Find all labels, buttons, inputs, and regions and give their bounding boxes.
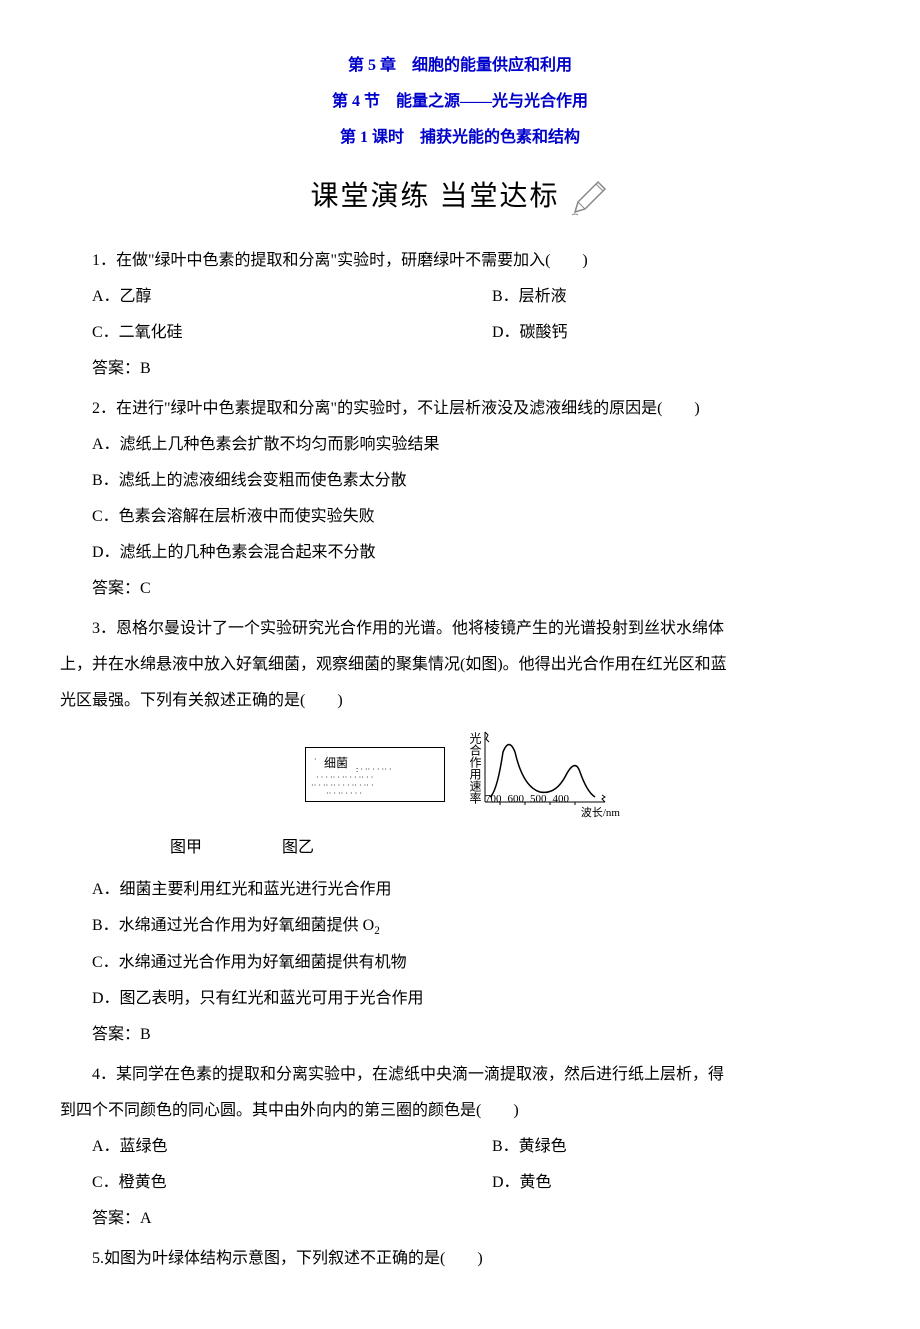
question-3-text-line-2: 上，并在水绵悬液中放入好氧细菌，观察细菌的聚集情况(如图)。他得出光合作用在红光… (60, 649, 860, 681)
option-1d: D．碳酸钙 (460, 317, 860, 349)
question-4-options-row-1: A．蓝绿色 B．黄绿色 (60, 1131, 860, 1163)
option-3d: D．图乙表明，只有红光和蓝光可用于光合作用 (60, 983, 860, 1015)
option-1c: C．二氧化硅 (60, 317, 460, 349)
bacteria-diagram: 细菌 · : · ·· · · ·· · · · · ·· · ·· · · ·… (305, 747, 445, 802)
option-2b: B．滤纸上的滤液细线会变粗而使色素太分散 (60, 465, 860, 497)
spectrum-chart: 光合作用速率 700 600 500 400 波长/nm (465, 727, 615, 822)
question-3-text-line-3: 光区最强。下列有关叙述正确的是( ) (60, 685, 860, 717)
bacteria-label: 细菌 (324, 751, 348, 775)
section-title: 第 4 节 能量之源——光与光合作用 (60, 86, 860, 118)
figure-captions: 图甲 图乙 (60, 832, 860, 864)
question-3-answer: 答案：B (60, 1019, 860, 1051)
question-5-text: 5.如图为叶绿体结构示意图，下列叙述不正确的是( ) (60, 1243, 860, 1275)
figure-left: 细菌 · : · ·· · · ·· · · · · ·· · ·· · · ·… (305, 747, 445, 802)
figure-caption-left: 图甲 (170, 832, 202, 864)
question-1-options-row-2: C．二氧化硅 D．碳酸钙 (60, 317, 860, 349)
option-2d: D．滤纸上的几种色素会混合起来不分散 (60, 537, 860, 569)
x-axis-label: 波长/nm (581, 802, 620, 824)
option-3b: B．水绵通过光合作用为好氧细菌提供 O2 (60, 910, 860, 943)
figure-right: 光合作用速率 700 600 500 400 波长/nm (465, 727, 615, 822)
banner: 课堂演练 当堂达标 (60, 169, 860, 225)
question-1-options-row-1: A．乙醇 B．层析液 (60, 281, 860, 313)
x-axis-ticks: 700 600 500 400 (485, 788, 569, 810)
lesson-title: 第 1 课时 捕获光能的色素和结构 (60, 122, 860, 154)
option-3a: A．细菌主要利用红光和蓝光进行光合作用 (60, 874, 860, 906)
question-1-text: 1．在做"绿叶中色素的提取和分离"实验时，研磨绿叶不需要加入( ) (60, 245, 860, 277)
option-4d: D．黄色 (460, 1167, 860, 1199)
document-header: 第 5 章 细胞的能量供应和利用 第 4 节 能量之源——光与光合作用 第 1 … (60, 50, 860, 154)
option-2c: C．色素会溶解在层析液中而使实验失败 (60, 501, 860, 533)
question-2-answer: 答案：C (60, 573, 860, 605)
option-1b: B．层析液 (460, 281, 860, 313)
y-axis-label: 光合作用速率 (463, 732, 487, 804)
option-1a: A．乙醇 (60, 281, 460, 313)
pencil-icon (570, 177, 610, 217)
question-4-text-line-1: 4．某同学在色素的提取和分离实验中，在滤纸中央滴一滴提取液，然后进行纸上层析，得 (60, 1059, 860, 1091)
chapter-title: 第 5 章 细胞的能量供应和利用 (60, 50, 860, 82)
question-4-text-line-2: 到四个不同颜色的同心圆。其中由外向内的第三圈的颜色是( ) (60, 1095, 860, 1127)
option-2a: A．滤纸上几种色素会扩散不均匀而影响实验结果 (60, 429, 860, 461)
banner-text: 课堂演练 当堂达标 (310, 169, 559, 225)
option-3c: C．水绵通过光合作用为好氧细菌提供有机物 (60, 947, 860, 979)
question-4-answer: 答案：A (60, 1203, 860, 1235)
question-1-answer: 答案：B (60, 353, 860, 385)
figure-caption-right: 图乙 (282, 832, 314, 864)
question-3-text-line-1: 3．恩格尔曼设计了一个实验研究光合作用的光谱。他将棱镜产生的光谱投射到丝状水绵体 (60, 613, 860, 645)
question-2-text: 2．在进行"绿叶中色素提取和分离"的实验时，不让层析液没及滤液细线的原因是( ) (60, 393, 860, 425)
option-4b: B．黄绿色 (460, 1131, 860, 1163)
question-4-options-row-2: C．橙黄色 D．黄色 (60, 1167, 860, 1199)
question-3-figure: 细菌 · : · ·· · · ·· · · · · ·· · ·· · · ·… (60, 727, 860, 822)
option-4c: C．橙黄色 (60, 1167, 460, 1199)
option-4a: A．蓝绿色 (60, 1131, 460, 1163)
